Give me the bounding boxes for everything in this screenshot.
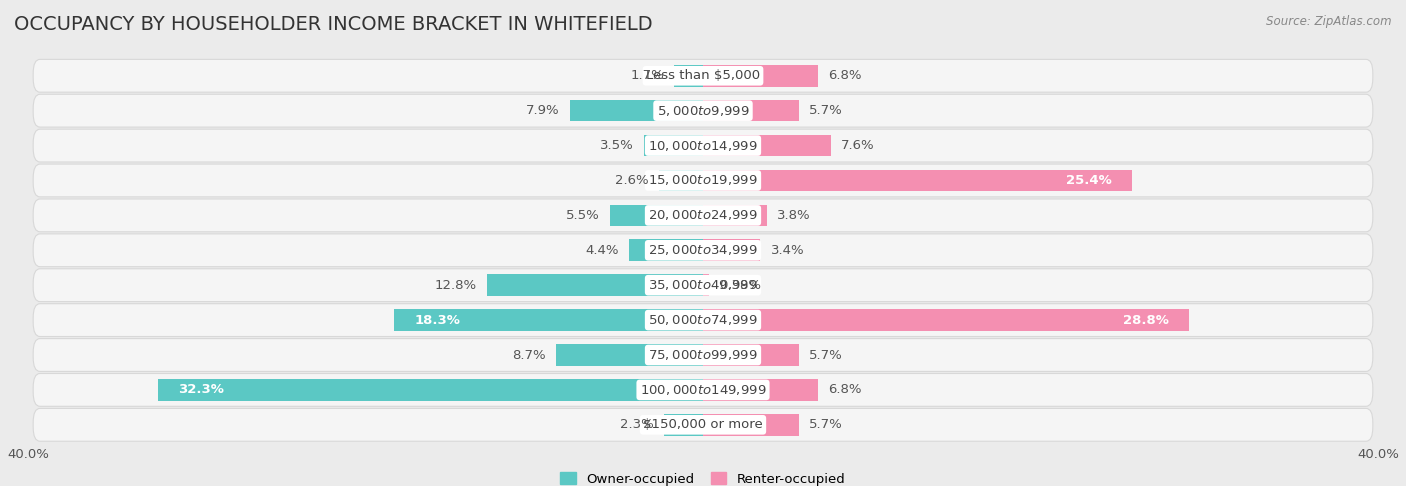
Bar [610,205,703,226]
Bar [703,414,799,435]
Text: 1.7%: 1.7% [630,69,664,82]
Text: 0.38%: 0.38% [720,278,762,292]
Bar [703,309,1189,331]
FancyBboxPatch shape [34,199,1372,232]
FancyBboxPatch shape [34,374,1372,406]
Text: 5.7%: 5.7% [810,418,844,431]
Legend: Owner-occupied, Renter-occupied: Owner-occupied, Renter-occupied [560,472,846,486]
Text: $35,000 to $49,999: $35,000 to $49,999 [648,278,758,292]
Text: 6.8%: 6.8% [828,69,862,82]
Bar [703,205,768,226]
FancyBboxPatch shape [34,164,1372,197]
FancyBboxPatch shape [34,304,1372,336]
Text: Less than $5,000: Less than $5,000 [645,69,761,82]
Text: 5.7%: 5.7% [810,104,844,117]
Text: 5.5%: 5.5% [567,209,600,222]
Bar [703,275,710,296]
Text: 6.8%: 6.8% [828,383,862,397]
Bar [486,275,703,296]
Text: $5,000 to $9,999: $5,000 to $9,999 [657,104,749,118]
Bar [157,379,703,401]
Bar [557,344,703,366]
Bar [703,100,799,122]
Bar [569,100,703,122]
Text: OCCUPANCY BY HOUSEHOLDER INCOME BRACKET IN WHITEFIELD: OCCUPANCY BY HOUSEHOLDER INCOME BRACKET … [14,15,652,34]
Text: 7.6%: 7.6% [841,139,875,152]
FancyBboxPatch shape [34,269,1372,302]
Text: 18.3%: 18.3% [415,313,460,327]
Text: 3.4%: 3.4% [770,244,804,257]
FancyBboxPatch shape [34,339,1372,371]
Text: 2.3%: 2.3% [620,418,654,431]
Text: 3.8%: 3.8% [778,209,811,222]
Bar [703,344,799,366]
FancyBboxPatch shape [34,234,1372,267]
Text: 3.5%: 3.5% [600,139,634,152]
Text: $20,000 to $24,999: $20,000 to $24,999 [648,208,758,223]
Text: 25.4%: 25.4% [1066,174,1111,187]
Text: $150,000 or more: $150,000 or more [643,418,763,431]
Bar [628,240,703,261]
Text: 8.7%: 8.7% [512,348,546,362]
Bar [664,414,703,435]
FancyBboxPatch shape [34,94,1372,127]
Text: $100,000 to $149,999: $100,000 to $149,999 [640,383,766,397]
Bar [394,309,703,331]
FancyBboxPatch shape [34,408,1372,441]
Text: 2.6%: 2.6% [616,174,650,187]
Bar [644,135,703,156]
Text: 7.9%: 7.9% [526,104,560,117]
Text: $75,000 to $99,999: $75,000 to $99,999 [648,348,758,362]
Bar [703,135,831,156]
Text: 32.3%: 32.3% [179,383,224,397]
Bar [675,65,703,87]
Text: 5.7%: 5.7% [810,348,844,362]
Bar [703,65,818,87]
FancyBboxPatch shape [34,129,1372,162]
Text: $50,000 to $74,999: $50,000 to $74,999 [648,313,758,327]
FancyBboxPatch shape [34,59,1372,92]
Text: 4.4%: 4.4% [585,244,619,257]
Text: $15,000 to $19,999: $15,000 to $19,999 [648,174,758,188]
Text: $10,000 to $14,999: $10,000 to $14,999 [648,139,758,153]
Text: 12.8%: 12.8% [434,278,477,292]
Text: 28.8%: 28.8% [1123,313,1168,327]
Bar [659,170,703,191]
Text: Source: ZipAtlas.com: Source: ZipAtlas.com [1267,15,1392,28]
Text: $25,000 to $34,999: $25,000 to $34,999 [648,243,758,257]
Bar [703,170,1132,191]
Bar [703,240,761,261]
Bar [703,379,818,401]
